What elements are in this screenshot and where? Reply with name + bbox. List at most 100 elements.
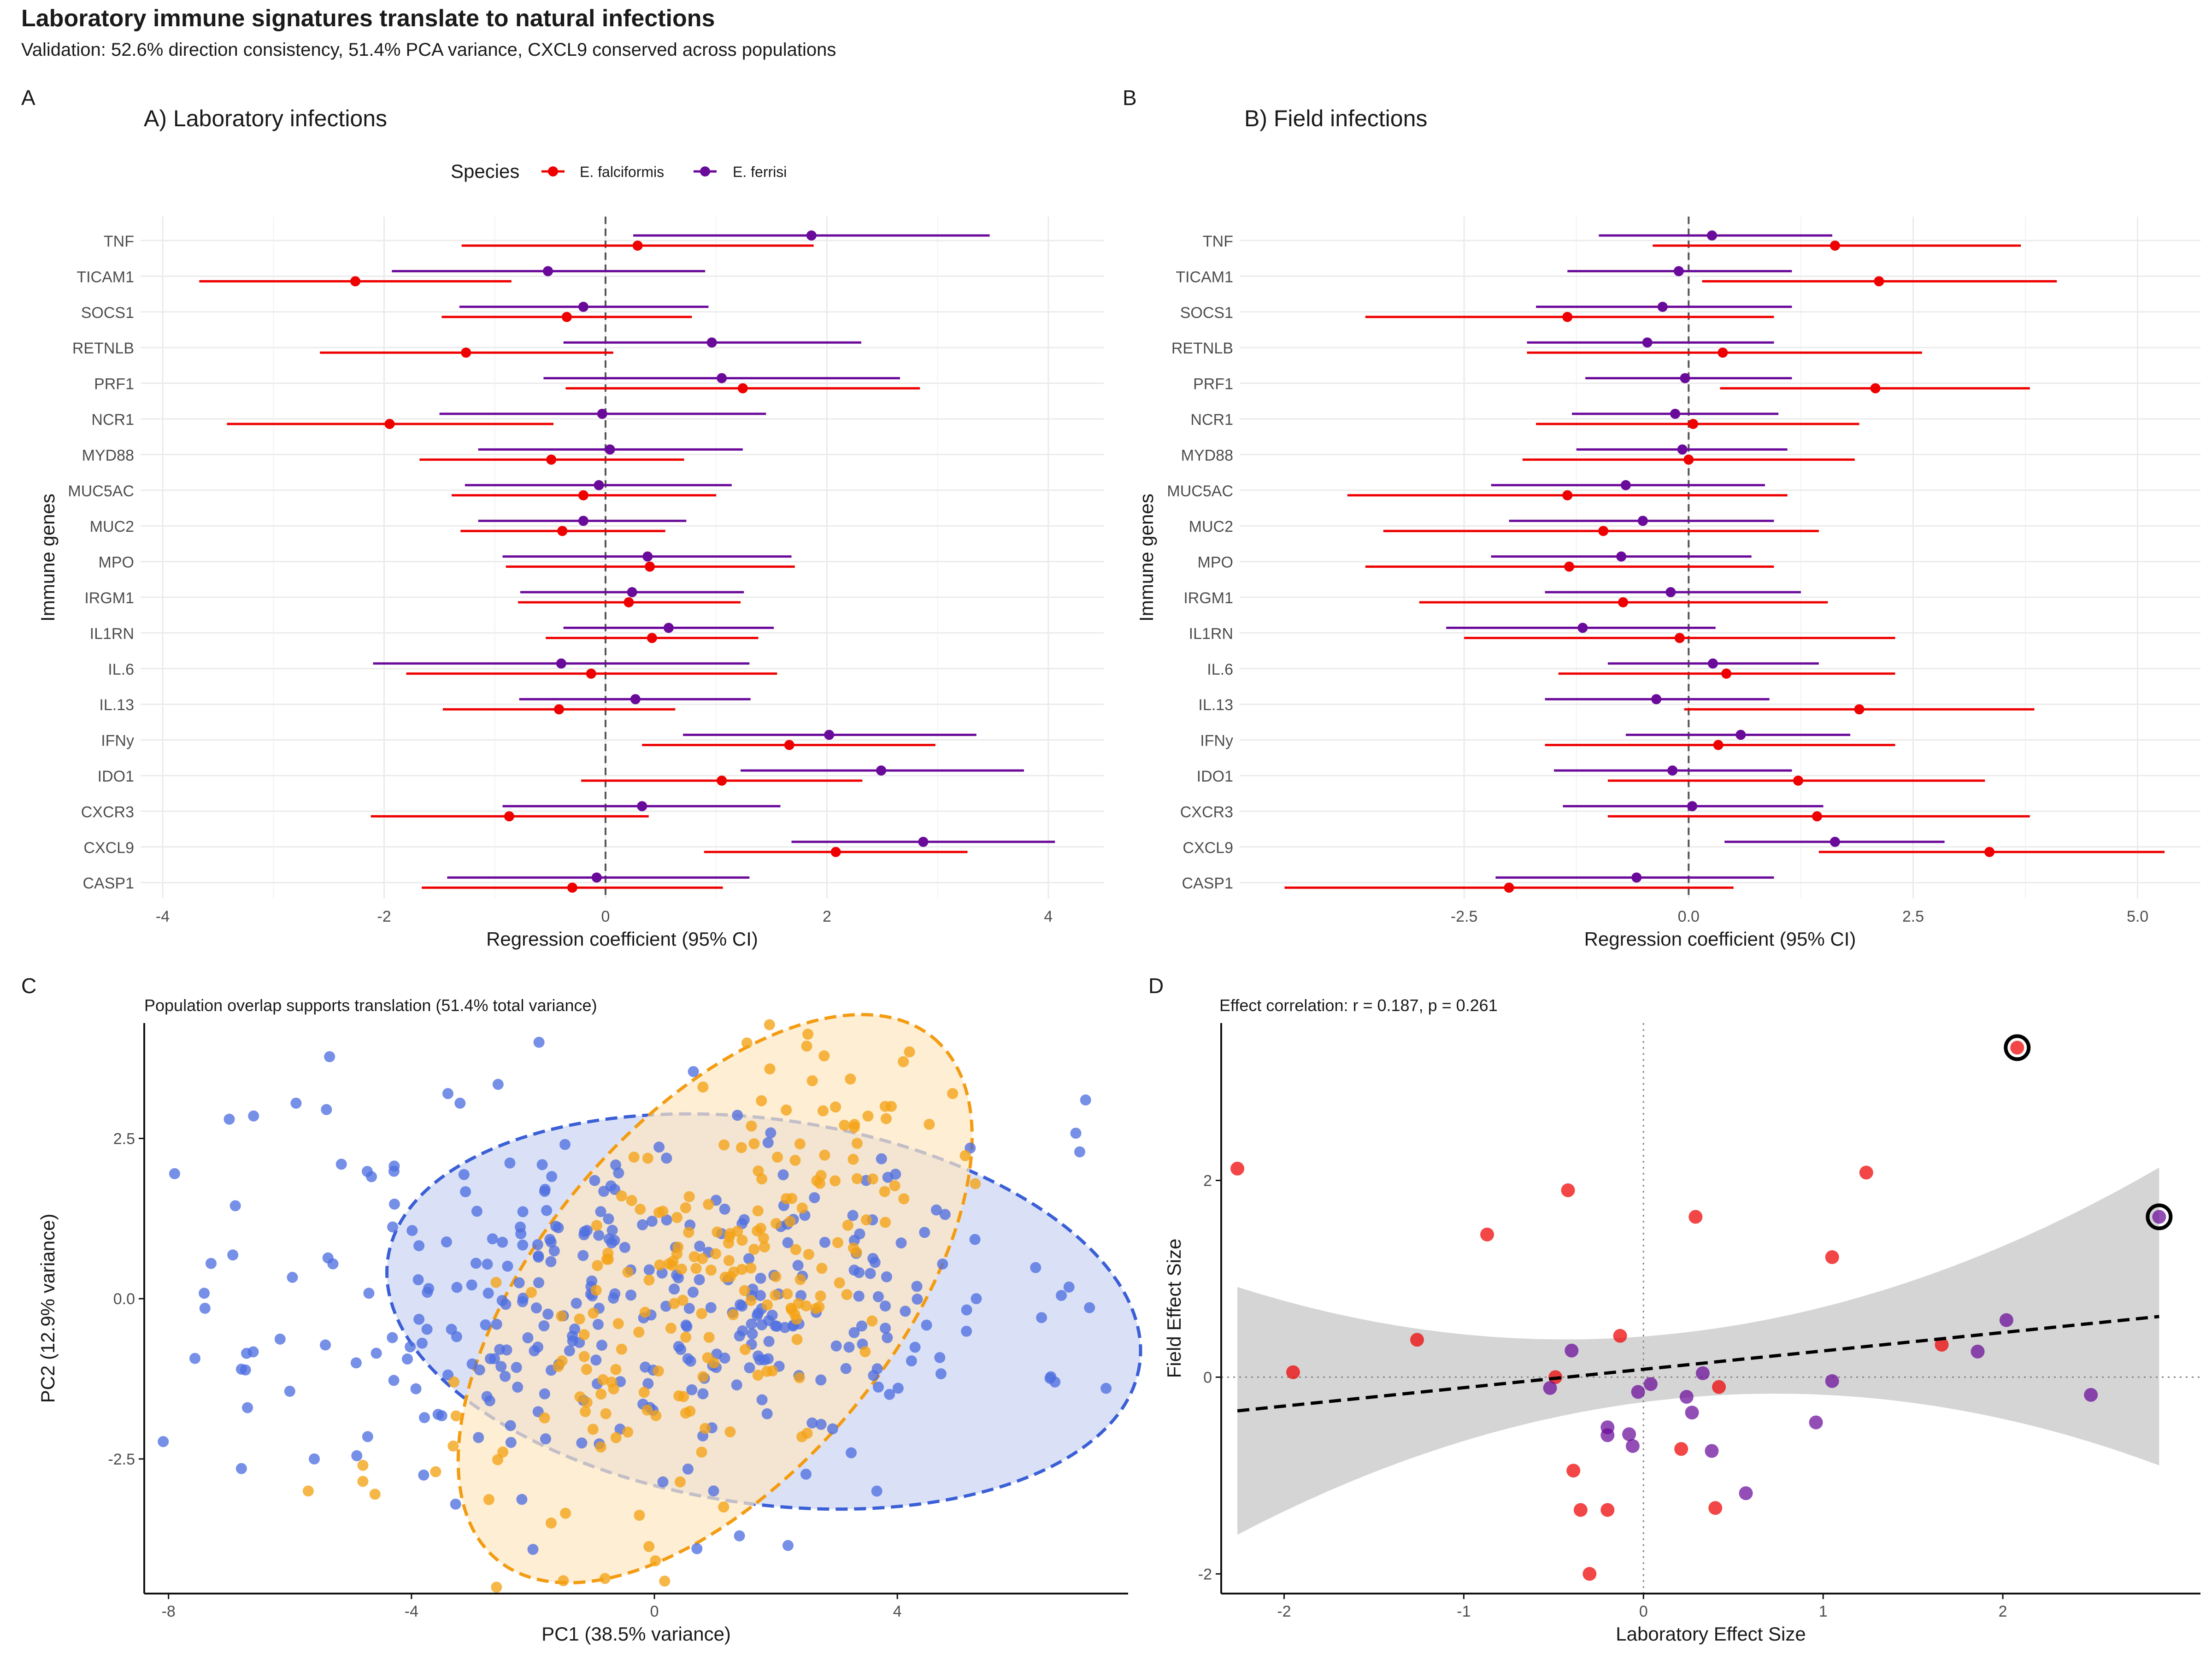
pca-point-blue	[416, 1337, 428, 1349]
pca-point-orange	[790, 1244, 801, 1255]
estimate-point	[1793, 776, 1804, 786]
figure-title: Laboratory immune signatures translate t…	[21, 5, 715, 32]
pca-point-orange	[830, 1175, 841, 1187]
pca-point-orange	[752, 1225, 763, 1237]
x-tick-label: 0	[650, 1603, 659, 1620]
estimate-point	[706, 337, 717, 348]
panel-title-a: A) Laboratory infections	[144, 106, 387, 131]
gene-label: IL1RN	[1189, 625, 1233, 642]
pca-point-orange	[447, 1440, 459, 1452]
y-axis-label: Immune genes	[1135, 494, 1157, 622]
pca-point-blue	[777, 1169, 789, 1181]
pca-point-orange	[740, 1344, 751, 1355]
pca-point-blue	[532, 1239, 543, 1250]
estimate-point	[384, 419, 395, 429]
pca-point-blue	[669, 1283, 680, 1295]
effect-point	[1600, 1503, 1615, 1517]
pca-point-orange	[781, 1104, 792, 1116]
pca-point-blue	[189, 1353, 200, 1364]
gene-label: MUC2	[90, 518, 134, 535]
pca-point-orange	[724, 1228, 736, 1239]
pca-point-blue	[755, 1290, 766, 1301]
pca-point-blue	[691, 1543, 703, 1554]
pca-point-blue	[473, 1432, 484, 1443]
pca-point-orange	[959, 1150, 971, 1161]
estimate-point	[1642, 337, 1653, 348]
pca-point-blue	[737, 1325, 748, 1336]
effect-point	[2084, 1388, 2098, 1402]
estimate-point	[1631, 872, 1642, 883]
pca-point-blue	[158, 1436, 169, 1447]
pca-point-blue	[595, 1206, 606, 1218]
pca-point-blue	[734, 1530, 745, 1541]
pca-point-blue	[766, 1310, 778, 1321]
pca-point-blue	[505, 1437, 517, 1448]
pca-point-blue	[731, 1379, 742, 1391]
pca-point-blue	[240, 1364, 251, 1376]
pca-point-orange	[490, 1277, 502, 1288]
pca-point-orange	[628, 1151, 640, 1163]
pca-point-orange	[683, 1191, 695, 1202]
pca-point-orange	[866, 1315, 878, 1327]
x-axis-label: PC1 (38.5% variance)	[541, 1623, 731, 1645]
effect-point	[1643, 1377, 1658, 1391]
gene-label: TICAM1	[1176, 268, 1233, 286]
pca-point-orange	[588, 1307, 599, 1319]
pca-point-orange	[633, 1326, 645, 1338]
pca-point-blue	[387, 1221, 399, 1233]
estimate-point	[594, 480, 604, 490]
estimate-point	[1721, 668, 1732, 679]
estimate-point	[1665, 587, 1676, 597]
y-axis-label: PC2 (12.9% variance)	[37, 1214, 59, 1403]
pca-point-orange	[735, 1142, 747, 1153]
pca-point-blue	[522, 1332, 534, 1343]
pca-point-orange	[590, 1284, 602, 1296]
estimate-point	[1562, 490, 1573, 500]
gene-label: RETNLB	[72, 340, 134, 357]
pca-point-orange	[879, 1186, 890, 1197]
pca-point-blue	[495, 1361, 507, 1372]
pca-point-blue	[735, 1299, 746, 1311]
effect-point	[2152, 1210, 2166, 1224]
panel-title-b: B) Field infections	[1244, 106, 1427, 131]
estimate-point	[578, 490, 588, 500]
pca-point-orange	[650, 1410, 662, 1421]
pca-point-orange	[851, 1247, 862, 1258]
pca-point-blue	[517, 1206, 529, 1218]
pca-point-orange	[545, 1517, 557, 1529]
pca-point-orange	[696, 1447, 707, 1458]
gene-label: CASP1	[83, 875, 135, 892]
pca-point-orange	[626, 1195, 637, 1206]
gene-label: IDO1	[1197, 768, 1233, 785]
pca-point-orange	[736, 1235, 748, 1246]
pca-point-orange	[705, 1265, 717, 1276]
pca-point-orange	[867, 1173, 878, 1185]
estimate-point	[1688, 419, 1699, 429]
effect-point	[1679, 1390, 1694, 1404]
estimate-point	[591, 872, 602, 883]
pca-point-blue	[596, 1340, 607, 1351]
pca-point-orange	[643, 1541, 655, 1552]
pca-point-orange	[592, 1260, 603, 1271]
pca-point-blue	[388, 1198, 400, 1210]
pca-point-orange	[653, 1207, 665, 1218]
pca-point-blue	[686, 1384, 698, 1395]
x-axis-label: Laboratory Effect Size	[1616, 1623, 1806, 1645]
y-tick-label: -2.5	[108, 1451, 135, 1468]
highlighted-gene-ring	[2146, 1203, 2173, 1230]
x-axis-label: Regression coefficient (95% CI)	[486, 928, 758, 950]
figure-subtitle: Validation: 52.6% direction consistency,…	[21, 40, 836, 60]
pca-point-orange	[610, 1364, 622, 1375]
panel-tag-d: D	[1148, 974, 1164, 998]
pca-point-blue	[919, 1227, 930, 1238]
x-tick-label: 4	[1044, 908, 1053, 925]
estimate-point	[647, 633, 657, 643]
pca-point-orange	[539, 1412, 550, 1424]
pca-point-orange	[881, 1113, 892, 1124]
pca-point-orange	[947, 1088, 959, 1100]
pca-point-blue	[413, 1240, 425, 1252]
effect-point	[1480, 1227, 1494, 1241]
pca-point-blue	[646, 1216, 658, 1227]
pca-point-blue	[533, 1036, 545, 1048]
